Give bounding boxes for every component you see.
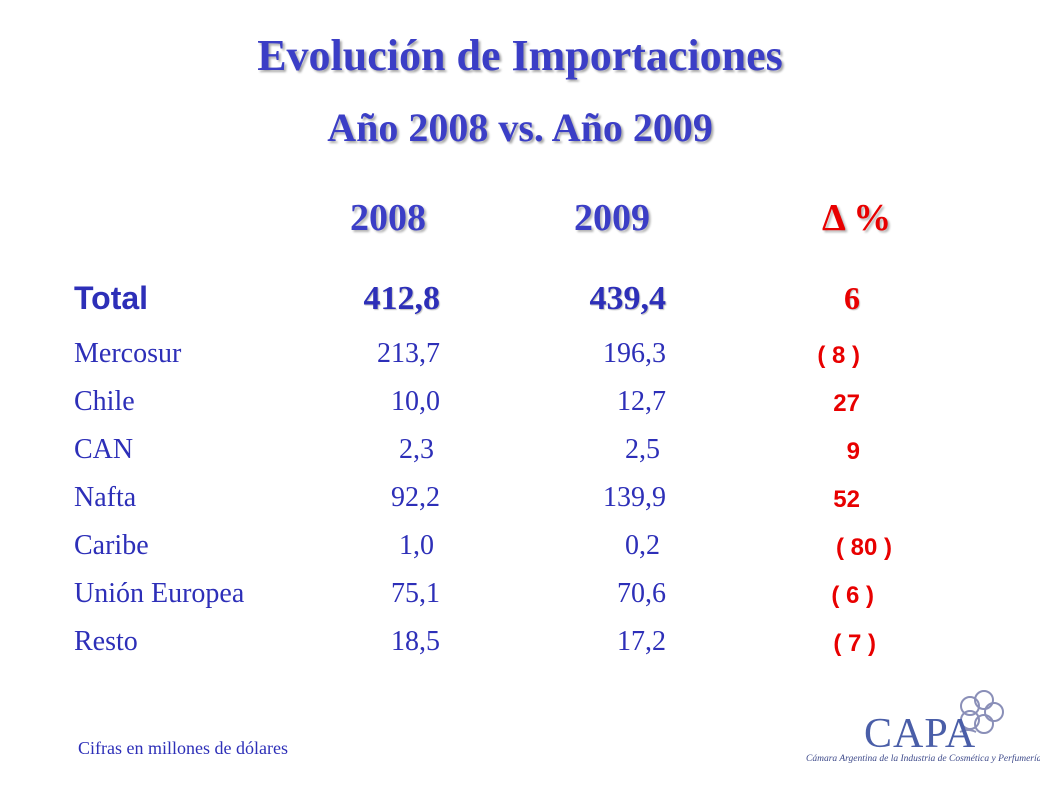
row-label: Mercosur <box>74 338 182 369</box>
delta-percent: ( 8 ) <box>817 342 860 369</box>
row-label: Nafta <box>74 482 137 513</box>
logo-wordmark: CAPA <box>864 711 977 757</box>
delta-percent: ( 6 ) <box>831 582 874 609</box>
value-2009: 0,2 <box>625 530 660 561</box>
value-2008: 1,0 <box>399 530 434 561</box>
capa-logo: CAPA Cámara Argentina de la Industria de… <box>800 688 1040 778</box>
value-2009: 70,6 <box>617 578 666 609</box>
delta-percent: 6 <box>844 280 860 316</box>
row-label: Unión Europea <box>74 578 245 609</box>
table-row: Nafta 92,2 139,9 52 <box>0 482 1040 522</box>
value-2008: 10,0 <box>391 386 440 417</box>
value-2008: 75,1 <box>391 578 440 609</box>
value-2008: 412,8 <box>363 280 441 317</box>
value-2009: 139,9 <box>603 482 666 513</box>
row-label: Chile <box>74 386 135 417</box>
delta-percent: 9 <box>846 438 860 465</box>
delta-percent: ( 7 ) <box>833 630 876 657</box>
delta-percent: ( 80 ) <box>835 534 892 561</box>
row-label: Resto <box>74 626 138 657</box>
value-2009: 439,4 <box>589 280 667 317</box>
value-2008: 18,5 <box>391 626 440 657</box>
table-row: Mercosur 213,7 196,3 ( 8 ) <box>0 338 1040 378</box>
page-title: Evolución de Importaciones <box>257 31 783 80</box>
table-row: Unión Europea 75,1 70,6 ( 6 ) <box>0 578 1040 618</box>
row-label: Total <box>74 280 149 316</box>
row-label: Caribe <box>74 530 149 561</box>
table-row: Chile 10,0 12,7 27 <box>0 386 1040 426</box>
value-2008: 2,3 <box>399 434 434 465</box>
value-2008: 213,7 <box>377 338 440 369</box>
delta-percent: 52 <box>833 486 860 513</box>
delta-percent: 27 <box>833 390 860 417</box>
value-2009: 2,5 <box>625 434 660 465</box>
footnote: Cifras en millones de dólares <box>78 738 288 758</box>
value-2009: 12,7 <box>617 386 666 417</box>
value-2008: 92,2 <box>391 482 440 513</box>
column-header-2008: 2008 <box>350 197 426 239</box>
row-label: CAN <box>74 434 134 465</box>
value-2009: 196,3 <box>603 338 666 369</box>
table-row-total: Total 412,8 439,4 6 <box>0 280 1040 320</box>
table-row: Resto 18,5 17,2 ( 7 ) <box>0 626 1040 666</box>
flower-icon <box>959 690 1004 734</box>
column-header-2009: 2009 <box>574 197 650 239</box>
table-row: CAN 2,3 2,5 9 <box>0 434 1040 474</box>
logo-tagline: Cámara Argentina de la Industria de Cosm… <box>806 754 1040 764</box>
table-row: Caribe 1,0 0,2 ( 80 ) <box>0 530 1040 570</box>
value-2009: 17,2 <box>617 626 666 657</box>
page-subtitle: Año 2008 vs. Año 2009 <box>327 105 713 150</box>
column-header-delta: Δ % <box>822 197 892 239</box>
